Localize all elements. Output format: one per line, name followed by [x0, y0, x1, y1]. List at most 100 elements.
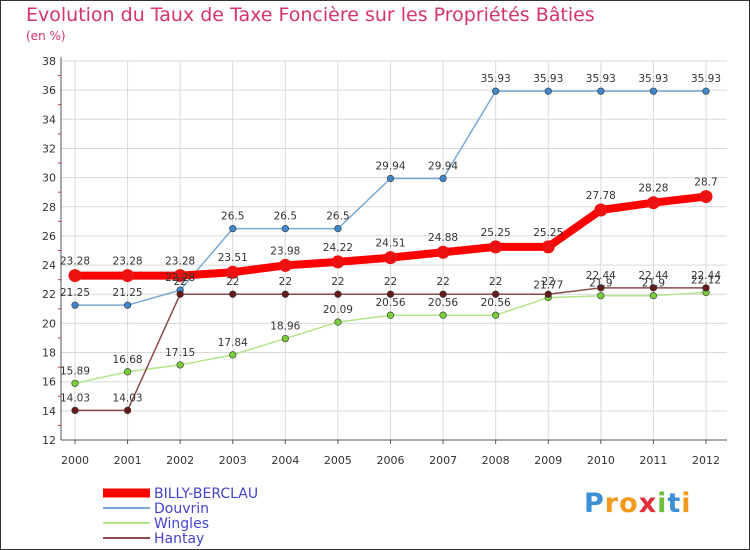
data-label-wingles: 16.68 — [113, 354, 143, 366]
data-point-douvrin — [281, 225, 289, 233]
data-label-hantay: 22 — [489, 276, 502, 288]
data-point-wingles — [649, 292, 658, 300]
y-tick-label: 12 — [42, 434, 56, 447]
data-label-hantay: 22.44 — [638, 270, 668, 282]
data-point-hantay — [439, 290, 447, 298]
data-label-wingles: 15.89 — [60, 365, 90, 377]
data-point-douvrin — [702, 87, 710, 95]
data-label-hantay: 22 — [173, 276, 186, 288]
data-point-hantay — [597, 284, 605, 292]
data-label-billy-berclau: 23.28 — [113, 256, 143, 268]
data-point-douvrin — [71, 301, 79, 309]
data-label-billy-berclau: 23.51 — [218, 252, 248, 264]
data-label-billy-berclau: 25.25 — [481, 227, 511, 239]
x-tick-label: 2011 — [639, 454, 667, 467]
data-label-wingles: 21.77 — [533, 280, 563, 292]
data-point-wingles — [597, 292, 605, 300]
data-point-wingles — [386, 311, 395, 319]
data-point-douvrin — [123, 301, 132, 309]
x-tick-label: 2001 — [114, 454, 142, 467]
data-label-wingles: 20.56 — [375, 297, 405, 309]
y-tick-label: 22 — [42, 288, 56, 301]
data-point-billy-berclau — [226, 265, 240, 279]
y-tick-label: 18 — [42, 347, 56, 360]
legend-label: BILLY-BERCLAU — [154, 486, 258, 502]
y-tick-label: 26 — [42, 230, 56, 243]
data-point-hantay — [492, 290, 500, 298]
data-point-hantay — [229, 290, 237, 298]
data-point-hantay — [386, 290, 395, 298]
data-point-billy-berclau — [384, 251, 397, 265]
data-point-billy-berclau — [68, 269, 82, 283]
data-label-douvrin: 22.28 — [165, 272, 195, 284]
data-label-billy-berclau: 28.7 — [694, 177, 717, 189]
data-point-billy-berclau — [121, 269, 135, 283]
y-tick-label: 38 — [42, 55, 56, 68]
logo-letter: i — [657, 488, 668, 519]
data-point-wingles — [492, 311, 500, 319]
legend-label: Wingles — [154, 516, 209, 532]
data-point-hantay — [71, 406, 79, 415]
data-label-hantay: 22 — [226, 276, 239, 288]
data-label-billy-berclau: 24.88 — [428, 232, 458, 244]
y-tick-label: 36 — [42, 84, 56, 97]
data-point-hantay — [176, 290, 184, 298]
data-label-billy-berclau: 25.25 — [533, 227, 563, 239]
data-label-wingles: 20.09 — [323, 304, 353, 316]
data-label-wingles: 22.12 — [691, 274, 721, 286]
data-label-douvrin: 26.5 — [326, 211, 349, 223]
data-label-billy-berclau: 23.28 — [60, 256, 90, 268]
logo-letter: t — [667, 488, 682, 519]
data-point-douvrin — [334, 225, 342, 233]
y-tick-label: 20 — [42, 317, 56, 330]
data-label-douvrin: 26.5 — [221, 211, 244, 223]
data-label-billy-berclau: 24.22 — [323, 242, 353, 254]
data-label-wingles: 20.56 — [481, 297, 511, 309]
axes — [58, 57, 727, 444]
y-tick-labels: 12 14 16 18 20 22 24 26 28 30 32 34 36 38 — [42, 55, 56, 447]
y-tick-label: 30 — [42, 172, 56, 185]
data-label-billy-berclau: 28.28 — [638, 183, 668, 195]
data-labels: 21.25 21.25 22.28 26.5 26.5 26.5 29.94 29.94 35.… — [60, 73, 721, 404]
logo-letter: P — [584, 488, 605, 519]
data-point-billy-berclau — [699, 190, 713, 204]
data-label-wingles: 18.96 — [270, 321, 300, 333]
data-point-hantay — [123, 406, 132, 415]
data-point-douvrin — [544, 87, 552, 95]
data-label-billy-berclau: 23.98 — [270, 245, 300, 257]
data-point-billy-berclau — [646, 196, 660, 210]
data-point-douvrin — [229, 225, 237, 233]
data-point-douvrin — [492, 87, 500, 95]
data-label-wingles: 20.56 — [428, 297, 458, 309]
data-label-hantay: 22 — [542, 276, 555, 288]
data-point-billy-berclau — [436, 245, 450, 259]
x-tick-label: 2003 — [219, 454, 247, 467]
data-label-wingles: 21.9 — [589, 278, 612, 290]
data-label-billy-berclau: 23.28 — [165, 256, 195, 268]
data-point-hantay — [544, 290, 552, 298]
data-label-douvrin: 35.93 — [481, 73, 511, 85]
data-point-billy-berclau — [278, 258, 292, 272]
x-tick-label: 2007 — [429, 454, 457, 467]
data-label-douvrin: 35.93 — [586, 73, 616, 85]
x-tick-label: 2002 — [166, 454, 194, 467]
data-label-hantay: 22 — [436, 276, 449, 288]
y-tick-label: 32 — [42, 142, 56, 155]
x-tick-label: 2004 — [271, 454, 299, 467]
logo-letter: x — [638, 488, 658, 519]
data-label-wingles: 17.15 — [165, 347, 195, 359]
data-label-douvrin: 35.93 — [638, 73, 668, 85]
data-label-douvrin: 26.5 — [274, 211, 297, 223]
series-lines — [68, 87, 713, 415]
data-point-douvrin — [649, 87, 658, 95]
grid-lines — [61, 60, 727, 441]
data-label-wingles: 21.9 — [642, 278, 665, 290]
y-tick-label: 14 — [42, 405, 56, 418]
x-tick-label: 2008 — [482, 454, 510, 467]
logo-letter: i — [681, 488, 692, 519]
logo-letter: r — [604, 488, 620, 519]
data-label-hantay: 22.44 — [586, 270, 616, 282]
x-tick-label: 2005 — [324, 454, 352, 467]
